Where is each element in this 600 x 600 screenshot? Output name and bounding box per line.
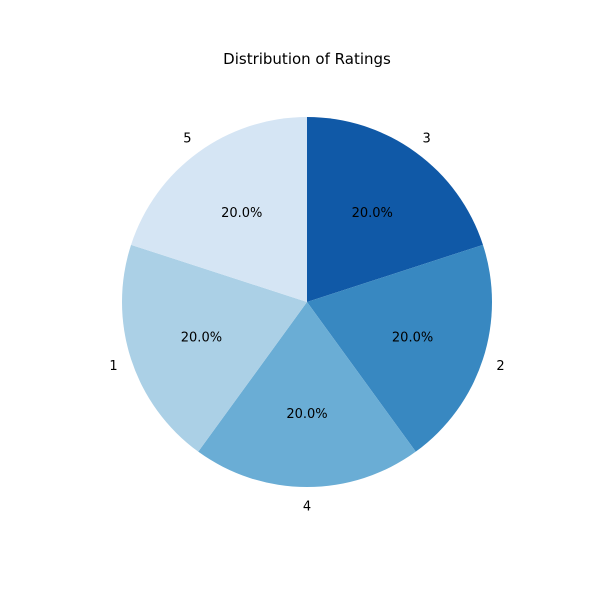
slice-percent-2: 20.0%	[392, 330, 433, 345]
chart-title: Distribution of Ratings	[223, 50, 391, 68]
pie-slice-5	[131, 117, 307, 302]
slice-label-4: 4	[303, 500, 311, 515]
slice-percent-4: 20.0%	[286, 407, 327, 422]
pie-slice-1	[122, 244, 307, 452]
slice-percent-1: 20.0%	[181, 330, 222, 345]
pie-labels: 3 20.0% 2 20.0% 4 20.0% 1 20.0% 5 20.0%	[109, 131, 504, 514]
slice-label-2: 2	[496, 359, 504, 374]
slice-label-5: 5	[183, 131, 191, 146]
slice-percent-5: 20.0%	[221, 206, 262, 221]
pie-slice-4	[198, 302, 416, 488]
pie-slices	[122, 117, 492, 488]
pie-slice-3	[307, 117, 483, 302]
slice-label-3: 3	[422, 131, 430, 146]
pie-slice-2	[307, 244, 492, 452]
slice-percent-3: 20.0%	[352, 206, 393, 221]
slice-label-1: 1	[109, 359, 117, 374]
